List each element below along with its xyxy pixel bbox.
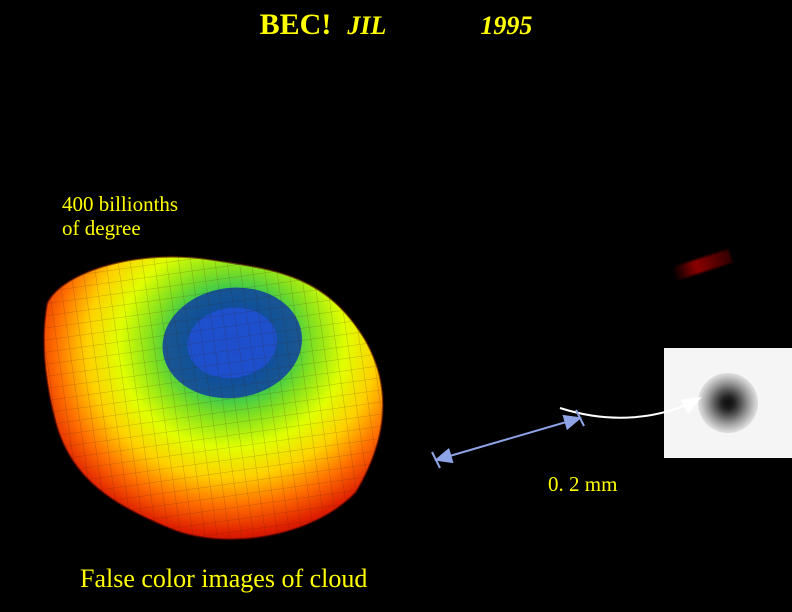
slide-root: BEC! JIL 1995 400 billionths of degree (0, 0, 792, 612)
inset-shadow-image (664, 348, 792, 458)
inset-blob (698, 373, 758, 433)
caption: False color images of cloud (80, 564, 367, 594)
red-smear (671, 249, 732, 281)
temperature-label-line1: 400 billionths (62, 192, 178, 216)
surface-svg (19, 197, 421, 574)
title-lab: JIL (347, 11, 386, 40)
title-bec: BEC! (260, 8, 332, 41)
title-year: 1995 (480, 11, 532, 40)
title-line: BEC! JIL 1995 (0, 8, 792, 42)
falsecolor-surface (19, 197, 421, 574)
scale-bar (432, 410, 584, 468)
scale-label: 0. 2 mm (548, 472, 617, 497)
